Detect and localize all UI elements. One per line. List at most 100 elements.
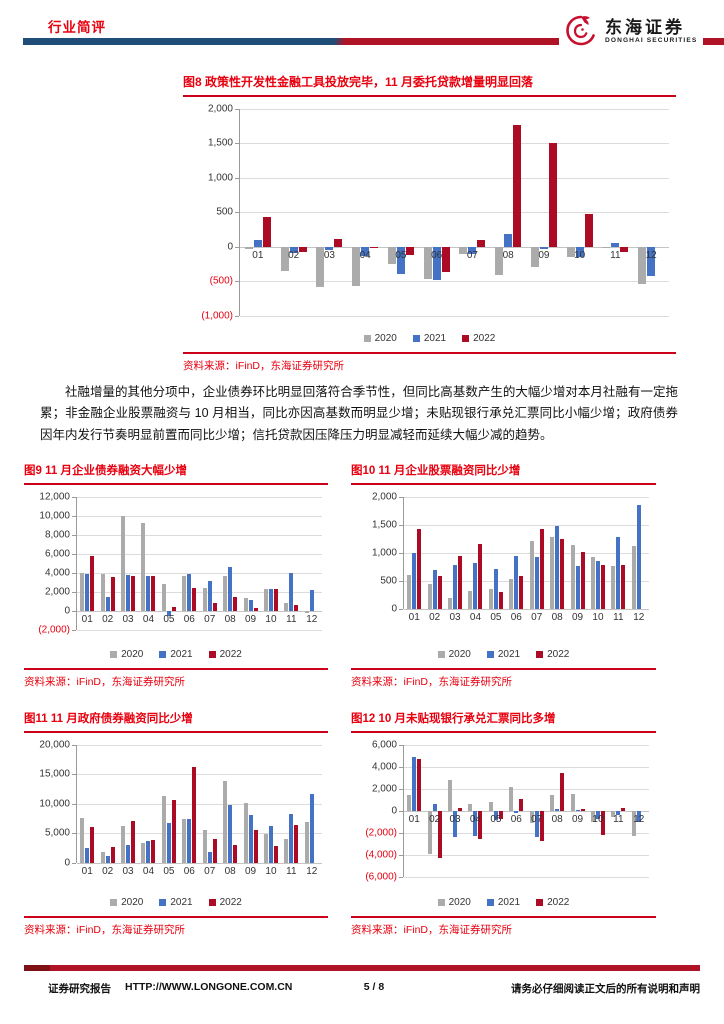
y-axis-tick-label: 0 — [64, 605, 70, 617]
x-axis-category-label: 08 — [224, 613, 236, 625]
x-axis-category-label: 06 — [431, 249, 443, 261]
bar-2022-04 — [151, 575, 156, 611]
bar-2021-06 — [432, 246, 441, 280]
bar-2022-10 — [273, 588, 278, 611]
footer-page-number: 5 / 8 — [363, 981, 385, 993]
figure-11-legend: 2020 2021 2022 — [24, 897, 328, 908]
y-axis-tick-label: (4,000) — [365, 849, 397, 861]
y-axis-tick-label: 0 — [391, 603, 397, 615]
x-axis-category-label: 12 — [306, 865, 318, 877]
bar-2021-03 — [453, 810, 458, 837]
bar-2020-04 — [352, 246, 361, 287]
figure-10-card: 图10 11 月企业股票融资同比少增 2,000 1,500 1,000 500 0 01… — [351, 463, 656, 689]
bar-2022-02 — [110, 846, 115, 863]
x-axis-category-label: 01 — [81, 613, 93, 625]
bar-2021-11 — [611, 243, 620, 247]
y-tick-mark — [399, 810, 403, 812]
bar-2022-07 — [212, 839, 217, 863]
legend-label: 2022 — [547, 896, 570, 908]
legend-item-2021: 2021 — [159, 649, 193, 660]
bar-2022-06 — [441, 246, 450, 273]
footer-disclaimer: 请务必仔细阅读正文后的所有说明和声明 — [511, 983, 700, 995]
bar-2020-01 — [244, 246, 253, 249]
figure-12-plot: 6,000 4,000 2,000 0 (2,000) (4,000) (6,000) 01 0… — [365, 739, 649, 882]
y-axis-tick-label: 1,000 — [371, 547, 397, 559]
figure-11-card: 图11 11 月政府债券融资同比少增 20,000 15,000 10,000 5,0… — [24, 711, 328, 937]
figure-9-title: 图9 11 月企业债券融资大幅少增 — [24, 463, 328, 485]
bar-2020-04 — [468, 804, 473, 811]
bar-2020-03 — [121, 516, 126, 611]
bar-2020-10 — [263, 589, 268, 611]
bar-2020-02 — [280, 246, 289, 271]
y-tick-mark — [72, 744, 76, 746]
y-tick-mark — [235, 246, 239, 248]
legend-item-2022: 2022 — [208, 897, 242, 908]
gridline — [77, 553, 322, 555]
bar-2020-01 — [407, 575, 412, 609]
bar-2022-11 — [621, 564, 626, 609]
legend-item-2022: 2022 — [208, 649, 242, 660]
bar-2021-12 — [309, 793, 314, 863]
bar-2020-12 — [304, 821, 309, 863]
x-axis-category-label: 11 — [613, 813, 624, 825]
bar-2021-08 — [228, 805, 233, 863]
figure-9-chart: 12,000 10,000 8,000 6,000 4,000 2,000 0 (2,000)… — [38, 491, 328, 649]
bar-2020-03 — [448, 597, 453, 609]
bar-2021-08 — [555, 526, 560, 609]
x-axis-category-label: 12 — [633, 813, 645, 825]
legend-label: 2020 — [121, 648, 144, 660]
bar-2020-11 — [284, 839, 289, 863]
y-tick-mark — [72, 534, 76, 536]
y-tick-mark — [72, 833, 76, 835]
y-axis-tick-label: 6,000 — [44, 548, 70, 560]
x-axis-category-label: 01 — [81, 865, 93, 877]
gridline — [404, 744, 649, 746]
x-axis-category-label: 02 — [429, 813, 441, 825]
y-tick-mark — [399, 552, 403, 554]
legend-label: 2020 — [448, 896, 471, 908]
x-axis-category-label: 04 — [142, 865, 155, 877]
bar-2020-02 — [100, 574, 105, 611]
gridline — [404, 580, 649, 582]
bar-2021-02 — [105, 856, 110, 863]
figure-12-card: 图12 10 月未贴现银行承兑汇票同比多增 6,000 4,000 2,000 0 (2… — [351, 711, 656, 937]
x-axis-category-label: 06 — [183, 613, 195, 625]
y-tick-mark — [235, 315, 239, 317]
figure-11-source: 资料来源：iFinD，东海证券研究所 — [24, 915, 328, 937]
figure-10-chart: 2,000 1,500 1,000 500 0 01 02 03 04 05 06 07 08 09 10 1… — [372, 491, 656, 649]
bar-2020-05 — [161, 796, 166, 863]
bar-2021-06 — [187, 818, 192, 863]
bar-2022-02 — [298, 246, 307, 253]
bar-2022-02 — [437, 576, 442, 609]
gridline — [77, 774, 322, 776]
y-tick-mark — [235, 281, 239, 283]
legend-swatch-icon — [363, 334, 371, 342]
bar-2020-07 — [529, 541, 534, 609]
bar-2020-11 — [284, 602, 289, 611]
bar-2022-09 — [580, 809, 585, 811]
x-axis-category-label: 01 — [408, 813, 420, 825]
bar-2021-05 — [493, 810, 498, 821]
y-axis-tick-label: (1,000) — [201, 310, 233, 322]
page-footer: 证券研究报告 HTTP://WWW.LONGONE.COM.CN 5 / 8 请… — [24, 965, 700, 996]
gridline — [404, 608, 649, 610]
x-axis-category-label: 09 — [244, 865, 257, 877]
x-axis-category-label: 08 — [551, 611, 563, 623]
legend-label: 2022 — [473, 332, 496, 344]
bar-2020-05 — [161, 583, 166, 611]
gridline — [240, 143, 669, 145]
y-axis-tick-label: 6,000 — [371, 739, 397, 751]
gridline — [77, 610, 322, 612]
x-axis-category-label: 11 — [610, 249, 621, 261]
legend-label: 2021 — [497, 896, 521, 908]
bar-2020-10 — [566, 246, 575, 258]
x-axis-category-label: 07 — [531, 813, 543, 825]
y-tick-mark — [72, 591, 76, 593]
header-red-stub — [703, 38, 724, 45]
bar-2020-12 — [638, 246, 647, 285]
legend-label: 2020 — [121, 896, 144, 908]
bar-2020-04 — [468, 591, 473, 609]
bar-2021-04 — [146, 841, 151, 863]
bar-2021-04 — [473, 810, 478, 836]
brand-text: 东海证券 DONGHAI SECURITIES — [605, 18, 697, 45]
